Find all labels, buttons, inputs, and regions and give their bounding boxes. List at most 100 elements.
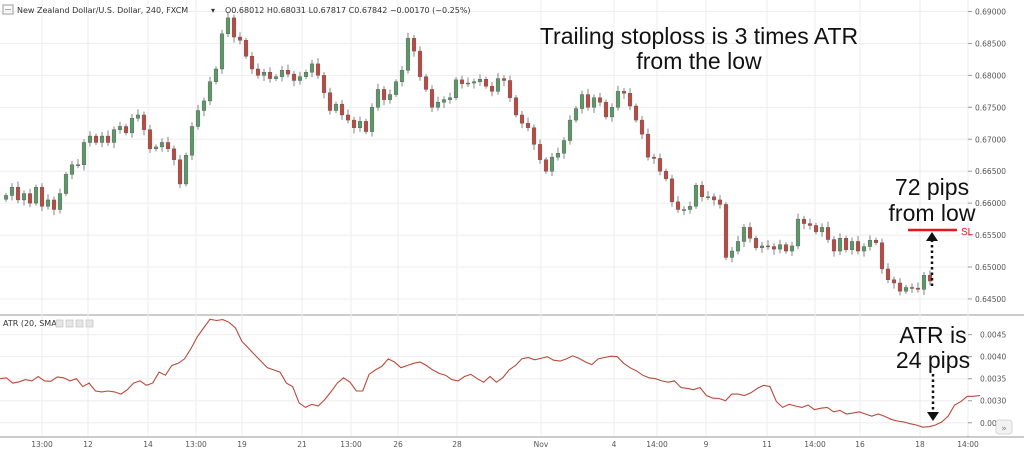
- candle-body: [681, 209, 687, 211]
- atr-tick-label: 0.0040: [980, 353, 1006, 362]
- candle-body: [699, 185, 705, 197]
- time-tick-label: 14:00: [957, 440, 979, 449]
- price-tick-label: 0.67500: [975, 103, 1006, 112]
- candle-body: [357, 121, 363, 128]
- time-tick-label: 13:00: [31, 440, 53, 449]
- candle-body: [213, 68, 219, 82]
- candle-body: [615, 91, 621, 108]
- time-tick-label: 21: [297, 440, 307, 449]
- time-tick-label: 28: [452, 440, 462, 449]
- candle-body: [561, 140, 567, 154]
- eye-icon[interactable]: [55, 319, 64, 328]
- close-icon[interactable]: [75, 319, 84, 328]
- candle-body: [309, 63, 315, 73]
- candle-body: [9, 186, 15, 196]
- settings-icon[interactable]: [65, 319, 74, 328]
- candle-body: [327, 92, 333, 111]
- atr-axis[interactable]: 0.0025 0.0030 0.0035 0.0040 0.0045: [968, 331, 1006, 428]
- candle-body: [363, 121, 369, 132]
- candle-body: [465, 82, 471, 85]
- price-tick-label: 0.68000: [975, 71, 1006, 80]
- time-axis[interactable]: 13:00 12 14 13:00 19 21 13:00 26 28 Nov 4 14:00 9 11 1…: [31, 440, 979, 449]
- price-axis[interactable]: 0.64500 0.65000 0.65500 0.66000 0.66500 0.670…: [968, 7, 1006, 304]
- candle-body: [783, 244, 789, 252]
- candle-body: [303, 71, 309, 77]
- candle-body: [741, 227, 747, 242]
- atr-header: ATR (20, SMA): [3, 319, 94, 328]
- candle-body: [525, 123, 531, 128]
- candle-body: [429, 89, 435, 108]
- candle-body: [501, 78, 507, 81]
- collapse-icon[interactable]: [2, 4, 14, 15]
- price-tick-label: 0.65000: [975, 263, 1006, 272]
- pips-line-1: 72 pips: [895, 174, 969, 200]
- candle-body: [831, 239, 837, 252]
- candle-body: [549, 156, 555, 172]
- candle-body: [489, 86, 495, 92]
- candle-body: [423, 76, 429, 90]
- time-tick-label: 13:00: [340, 440, 362, 449]
- candle-body: [351, 119, 357, 128]
- candle-body: [765, 245, 771, 248]
- candle-body: [687, 206, 693, 210]
- candle-body: [75, 164, 81, 167]
- candle-body: [819, 227, 825, 233]
- candle-body: [207, 81, 213, 102]
- candle-body: [651, 156, 657, 159]
- candle-body: [279, 70, 285, 77]
- candle-body: [867, 239, 873, 247]
- more-icon[interactable]: [85, 319, 94, 328]
- time-tick-label: 9: [704, 440, 709, 449]
- candle-body: [885, 268, 891, 280]
- candle-body: [393, 81, 399, 95]
- scroll-to-latest-button[interactable]: »: [995, 419, 1013, 435]
- candle-body: [459, 79, 465, 84]
- candle-body: [843, 238, 849, 250]
- candle-body: [183, 155, 189, 185]
- candle-body: [411, 38, 417, 52]
- candle-body: [897, 282, 903, 292]
- candle-body: [447, 97, 453, 100]
- candle-body: [171, 148, 177, 160]
- candle-body: [627, 93, 633, 107]
- candle-body: [39, 186, 45, 207]
- candle-body: [21, 193, 27, 201]
- candle-body: [759, 245, 765, 249]
- candle-body: [597, 97, 603, 103]
- candle-body: [777, 244, 783, 250]
- candle-body: [159, 142, 165, 148]
- atr-line-1: ATR is: [899, 322, 966, 348]
- candle-body: [519, 114, 525, 124]
- candle-body: [555, 153, 561, 158]
- title-line-1: Trailing stoploss is 3 times ATR: [540, 23, 858, 49]
- atr-tick-label: 0.0035: [980, 375, 1006, 384]
- candle-body: [711, 196, 717, 201]
- candle-body: [333, 103, 339, 111]
- candle-body: [135, 114, 141, 119]
- candle-body: [675, 201, 681, 210]
- atr-series: [0, 318, 981, 428]
- candle-body: [195, 110, 201, 127]
- candle-body: [243, 40, 249, 57]
- candle-body: [753, 238, 759, 249]
- candle-body: [645, 133, 651, 158]
- symbol-label: New Zealand Dollar/U.S. Dollar, 240, FXC…: [17, 6, 188, 15]
- time-tick-label: 16: [855, 440, 865, 449]
- candle-body: [435, 102, 441, 108]
- candle-body: [63, 174, 69, 194]
- atr-tick-label: 0.0030: [980, 397, 1006, 406]
- price-tick-label: 0.66500: [975, 167, 1006, 176]
- candle-body: [723, 204, 729, 258]
- atr-label: ATR (20, SMA): [3, 319, 60, 328]
- candle-body: [591, 97, 597, 108]
- time-tick-label: 26: [393, 440, 403, 449]
- symbol-menu-icon[interactable]: ▾: [211, 6, 215, 15]
- atr-arrow-head: [927, 412, 939, 421]
- candle-body: [825, 227, 831, 240]
- candle-body: [891, 279, 897, 284]
- candle-body: [801, 218, 807, 224]
- candle-body: [3, 195, 9, 200]
- candle-body: [231, 17, 237, 38]
